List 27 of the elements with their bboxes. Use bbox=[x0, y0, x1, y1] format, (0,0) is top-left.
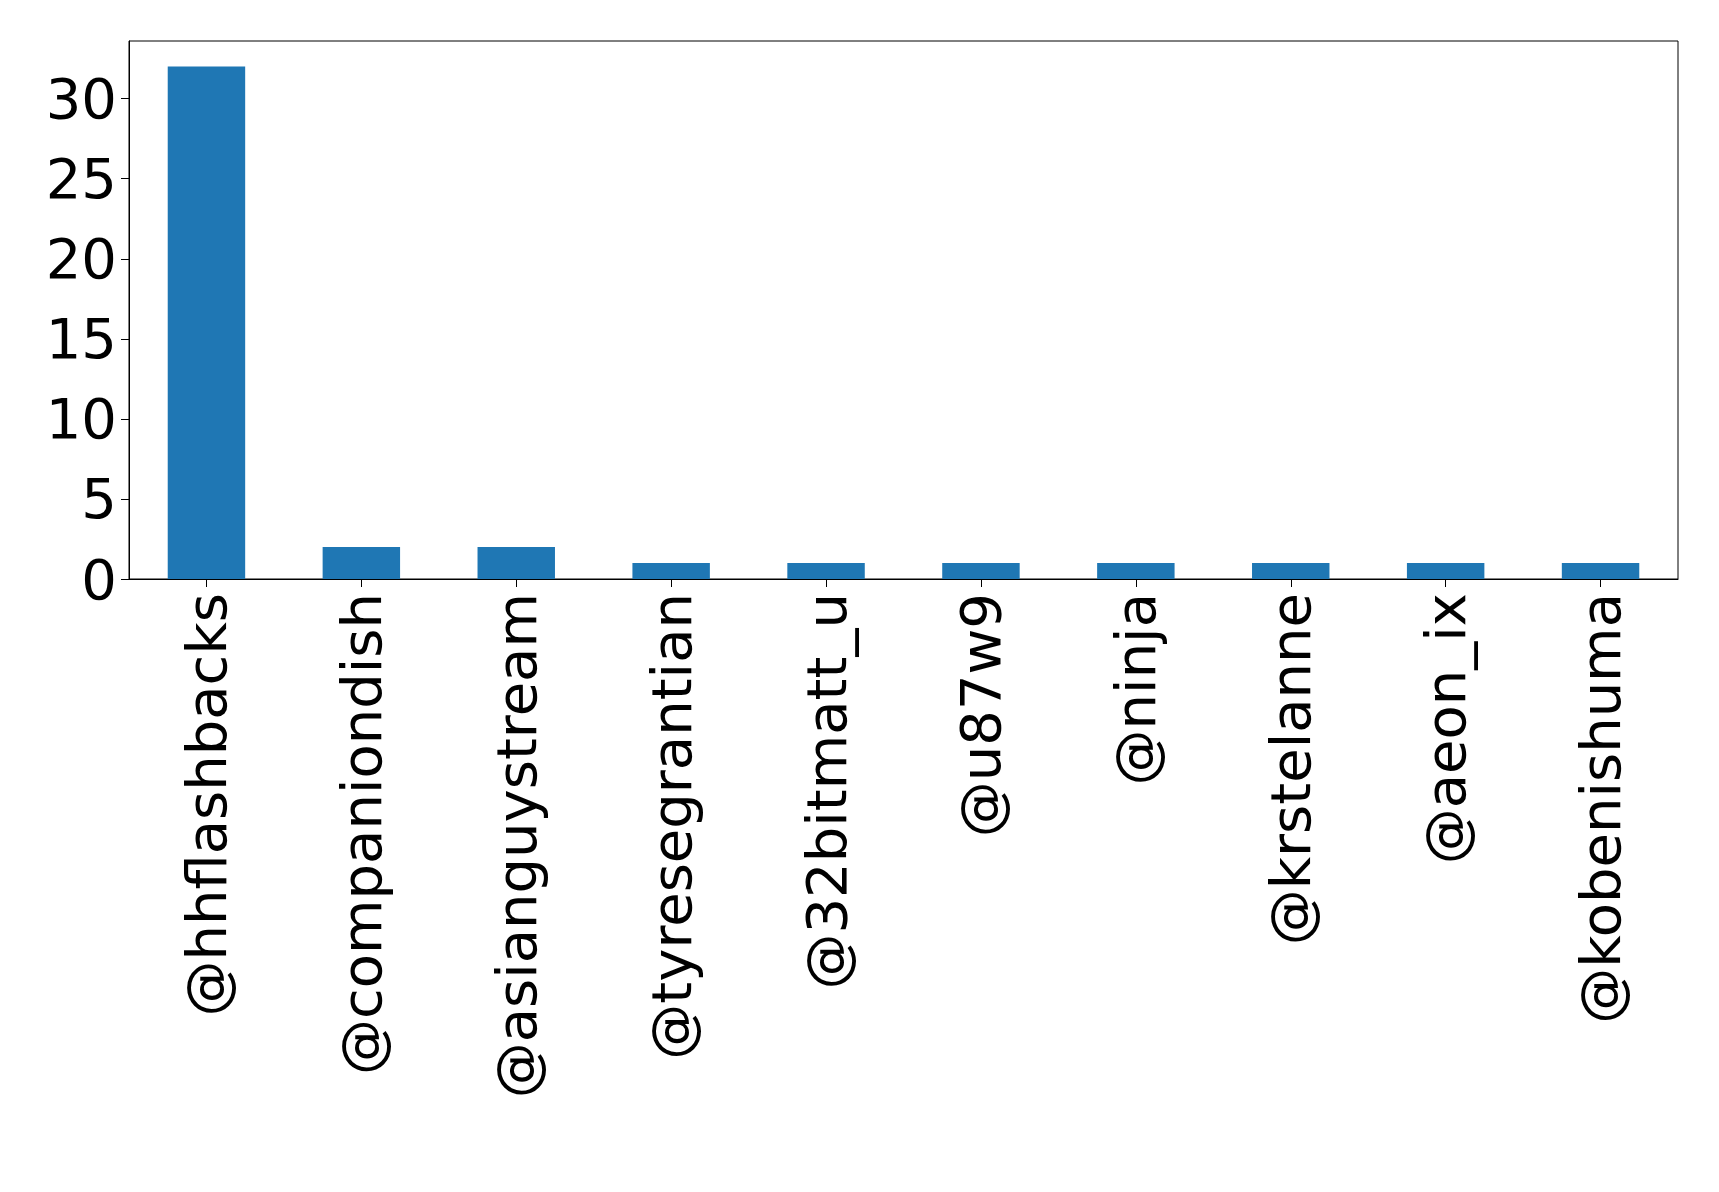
x-tick-label: @tyresegrantian bbox=[638, 593, 704, 1060]
y-tick-label: 5 bbox=[81, 466, 117, 532]
y-tick-label: 25 bbox=[45, 146, 117, 212]
y-tick-label: 0 bbox=[81, 546, 117, 612]
bar bbox=[787, 562, 865, 579]
x-tick-label: @hhflashbacks bbox=[173, 593, 239, 1017]
bar bbox=[632, 562, 710, 579]
y-tick-label: 20 bbox=[45, 226, 117, 292]
x-tick-label: @aeon_ix bbox=[1413, 593, 1479, 865]
bar bbox=[942, 562, 1020, 579]
bar bbox=[1252, 562, 1330, 579]
x-tick-label: @krstelanne bbox=[1258, 593, 1324, 946]
bar bbox=[477, 546, 555, 579]
y-tick-label: 30 bbox=[45, 66, 117, 132]
y-tick-label: 15 bbox=[45, 306, 117, 372]
bar bbox=[1406, 562, 1485, 579]
x-tick-label: @companiondish bbox=[328, 593, 394, 1076]
x-tick-label: @kobenishuma bbox=[1568, 593, 1634, 1024]
x-tick-label: @asianguystream bbox=[483, 593, 549, 1099]
bar bbox=[322, 546, 401, 579]
bar bbox=[167, 66, 246, 579]
x-tick-label: @32bitmatt_u bbox=[793, 593, 859, 990]
x-tick-label: @ninja bbox=[1103, 593, 1169, 786]
y-tick-label: 10 bbox=[45, 386, 117, 452]
x-tick-label: @u87w9 bbox=[948, 593, 1014, 838]
bar bbox=[1097, 562, 1175, 579]
bar bbox=[1561, 562, 1640, 579]
